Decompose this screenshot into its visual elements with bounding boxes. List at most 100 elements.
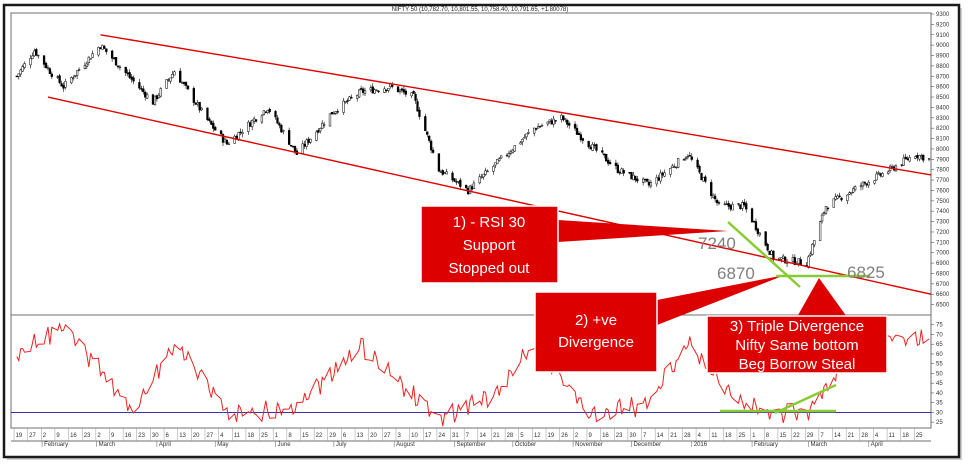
- candle-body: [846, 194, 849, 201]
- date-tick-label: 7: [643, 433, 647, 439]
- date-tick-label: 29: [807, 433, 814, 439]
- date-tick-label: 16: [70, 433, 77, 439]
- candle-body: [676, 158, 680, 168]
- candle-body: [194, 102, 197, 105]
- candle-body: [731, 203, 734, 211]
- level-label-7240: 7240: [698, 234, 736, 253]
- candle-body: [832, 198, 835, 208]
- candle-body: [509, 151, 513, 154]
- callout-3: 3) Triple Divergence Nifty Same bottom B…: [706, 278, 888, 374]
- callout-2-line-1: 2) +ve: [575, 312, 617, 329]
- price-tick-label: 8700: [936, 74, 950, 80]
- candle-body: [227, 143, 230, 145]
- candle-body: [669, 168, 672, 175]
- candle-body: [198, 102, 201, 111]
- date-tick-label: 26: [561, 433, 568, 439]
- price-tick-label: 7000: [936, 251, 950, 257]
- candle-body: [770, 250, 773, 255]
- candle-body: [657, 177, 660, 181]
- candle-body: [330, 111, 334, 115]
- candle-body: [196, 102, 199, 105]
- candle-body: [628, 172, 631, 174]
- candle-body: [764, 231, 767, 246]
- candle-body: [881, 173, 884, 177]
- candle-body: [519, 142, 522, 145]
- date-tick-label: 4: [875, 433, 879, 439]
- candle-body: [402, 89, 406, 93]
- candle-body: [739, 204, 742, 210]
- date-tick-label: 20: [193, 433, 200, 439]
- candle-body: [496, 158, 499, 165]
- price-tick-label: 8300: [936, 116, 950, 122]
- date-tick-label: 21: [848, 433, 855, 439]
- candle-body: [591, 144, 594, 151]
- candle-body: [262, 110, 266, 115]
- candle-body: [641, 178, 645, 183]
- callout-2: 2) +ve Divergence: [534, 275, 785, 373]
- price-tick-label: 8500: [936, 95, 950, 101]
- rsi-panel-frame: [10, 314, 932, 429]
- candle-body: [737, 203, 740, 205]
- candle-body: [820, 214, 824, 222]
- callout-1-line-2: Support: [463, 237, 516, 254]
- level-label-6825: 6825: [847, 263, 885, 282]
- date-tick-label: 23: [616, 433, 623, 439]
- candle-body: [663, 172, 666, 177]
- rsi-tick-label: 45: [936, 381, 943, 387]
- candle-body: [424, 116, 427, 132]
- date-tick-label: 4: [220, 433, 224, 439]
- candle-body: [620, 168, 623, 174]
- trendlines: [47, 34, 932, 295]
- candle-body: [33, 50, 36, 57]
- date-tick-label: 19: [548, 433, 555, 439]
- candle-body: [153, 95, 157, 105]
- date-tick-label: 6: [343, 433, 347, 439]
- candle-body: [346, 100, 349, 102]
- rsi-tick-label: 75: [936, 323, 943, 329]
- candle-body: [527, 132, 530, 134]
- candle-body: [225, 139, 229, 145]
- candle-body: [826, 207, 830, 210]
- candle-body: [661, 172, 664, 176]
- date-tick-label: 8: [766, 433, 770, 439]
- date-tick-label: 6: [166, 433, 170, 439]
- candle-body: [603, 153, 606, 156]
- callout-3-box: [706, 315, 888, 374]
- price-tick-label: 8900: [936, 54, 950, 60]
- candle-body: [377, 90, 380, 93]
- candle-body: [91, 53, 94, 58]
- candle-body: [573, 123, 577, 129]
- green-rsi-divergence: [774, 383, 837, 415]
- price-tick-label: 7700: [936, 178, 950, 184]
- candle-body: [445, 171, 448, 175]
- date-tick-label: 14: [834, 433, 841, 439]
- candle-body: [291, 145, 295, 148]
- date-tick-label: 13: [357, 433, 364, 439]
- date-tick-label: 1: [752, 433, 756, 439]
- candle-body: [793, 257, 796, 265]
- candle-body: [319, 128, 322, 132]
- date-tick-label: 1: [275, 433, 279, 439]
- candle-body: [568, 123, 571, 126]
- candle-body: [252, 118, 256, 122]
- date-tick-label: 27: [206, 433, 213, 439]
- candle-body: [840, 197, 843, 201]
- candle-body: [274, 111, 277, 118]
- candle-body: [301, 143, 304, 154]
- callout-1: 1) - RSI 30 Support Stopped out: [420, 205, 728, 284]
- month-label: April: [871, 442, 883, 448]
- price-axis: 9300 9200 9100 9000 8900 8800 8700 8600 8500 8400…: [931, 12, 950, 309]
- level-label-6870: 6870: [717, 264, 755, 283]
- price-tick-label: 6800: [936, 271, 950, 277]
- candle-body: [922, 154, 925, 161]
- candle-body: [636, 178, 639, 182]
- candle-body: [110, 50, 114, 59]
- candle-body: [309, 138, 312, 143]
- candle-body: [834, 196, 837, 200]
- candle-body: [499, 155, 503, 159]
- candle-body: [155, 95, 159, 100]
- price-tick-label: 8800: [936, 64, 950, 70]
- candle-body: [717, 202, 721, 204]
- price-tick-label: 8400: [936, 105, 950, 111]
- date-axis: 19 27 2 9 16 23 2 9 16 23 30 6 13 20 27 4 11 18 25 1 8 15 22 29…: [13, 428, 923, 448]
